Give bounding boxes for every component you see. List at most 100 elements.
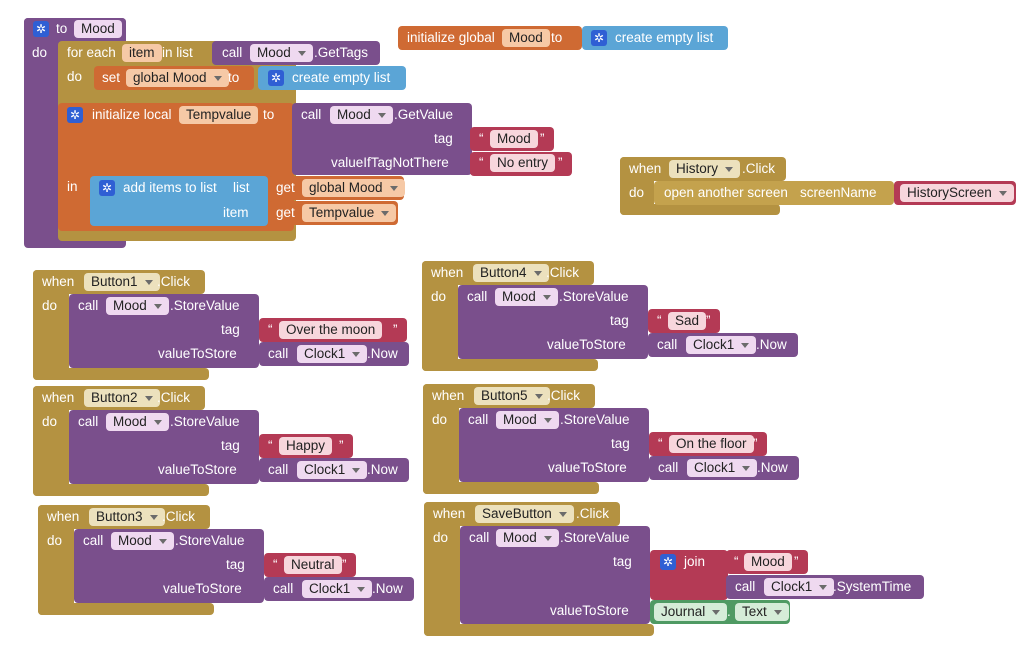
when-keyword: when	[42, 390, 75, 405]
text-value-field[interactable]: Happy	[279, 437, 333, 455]
component-dropdown[interactable]: Journal	[654, 603, 728, 621]
component-dropdown[interactable]: Mood	[250, 44, 313, 62]
property-dropdown[interactable]: Text	[735, 603, 789, 621]
tag-param-label: tag	[221, 438, 240, 453]
clock-dropdown[interactable]: Clock1	[297, 461, 368, 479]
tag-param-label: tag	[434, 131, 453, 146]
add-items-to-list-block[interactable]	[90, 176, 268, 226]
variable-dropdown[interactable]: Tempvalue	[302, 204, 397, 222]
screen-name-dropdown[interactable]: HistoryScreen	[900, 184, 1014, 202]
value-to-store-label: valueToStore	[158, 462, 237, 477]
now-method: .Now	[367, 346, 398, 361]
store-value-method: .StoreValue	[170, 298, 240, 313]
property-dot: .	[727, 604, 731, 619]
button-component-dropdown[interactable]: Button3	[89, 508, 165, 526]
component-dropdown[interactable]: Mood	[111, 532, 174, 550]
to-keyword: to	[228, 70, 240, 85]
value-if-tag-not-there-label: valueIfTagNotThere	[331, 155, 449, 170]
gear-icon[interactable]: ✲	[99, 180, 115, 196]
component-dropdown[interactable]: History	[669, 160, 741, 178]
component-dropdown[interactable]: Mood	[106, 413, 169, 431]
global-variable-dropdown[interactable]: global Mood	[126, 69, 229, 87]
call-keyword: call	[301, 107, 322, 122]
do-keyword: do	[42, 298, 58, 313]
do-keyword: do	[629, 185, 645, 200]
text-value-field[interactable]: Mood	[744, 553, 792, 571]
text-value-field[interactable]: On the floor	[669, 435, 754, 453]
gear-icon[interactable]: ✲	[33, 21, 49, 37]
value-to-store-label: valueToStore	[548, 460, 627, 475]
component-dropdown[interactable]: Mood	[496, 529, 559, 547]
clock-dropdown[interactable]: Clock1	[297, 345, 368, 363]
initialize-global-keyword: initialize global	[407, 30, 495, 45]
button-component-dropdown[interactable]: Button5	[474, 387, 550, 405]
gear-icon[interactable]: ✲	[591, 30, 607, 46]
local-variable-field[interactable]: Tempvalue	[179, 106, 259, 124]
clock-dropdown[interactable]: Clock1	[764, 578, 835, 596]
component-dropdown[interactable]: Mood	[330, 106, 393, 124]
add-items-label: add items to list	[123, 180, 217, 195]
text-value-field[interactable]: Sad	[668, 312, 707, 330]
component-dropdown[interactable]: Mood	[495, 288, 558, 306]
call-keyword: call	[222, 45, 243, 60]
call-keyword: call	[78, 298, 99, 313]
procedure-name-field[interactable]: Mood	[74, 20, 122, 38]
gear-icon[interactable]: ✲	[268, 70, 284, 86]
call-keyword: call	[268, 462, 289, 477]
value-to-store-label: valueToStore	[158, 346, 237, 361]
variable-dropdown[interactable]: global Mood	[302, 179, 405, 197]
when-keyword: when	[431, 265, 464, 280]
to-keyword: to	[263, 107, 275, 122]
call-keyword: call	[657, 337, 678, 352]
gear-icon[interactable]: ✲	[67, 107, 83, 123]
value-to-store-label: valueToStore	[163, 581, 242, 596]
now-method: .Now	[367, 462, 398, 477]
get-value-method: .GetValue	[394, 107, 454, 122]
get-keyword: get	[276, 180, 295, 195]
now-method: .Now	[756, 337, 787, 352]
button-component-dropdown[interactable]: Button4	[473, 264, 549, 282]
text-value-field[interactable]: Mood	[490, 130, 538, 148]
event-name: .Click	[546, 265, 579, 280]
component-dropdown[interactable]: SaveButton	[475, 505, 574, 523]
event-name: .Click	[157, 274, 190, 289]
create-empty-list-label: create empty list	[292, 70, 391, 85]
event-name: .Click	[547, 388, 580, 403]
component-dropdown[interactable]: Mood	[106, 297, 169, 315]
when-keyword: when	[47, 509, 80, 524]
global-variable-field[interactable]: Mood	[502, 29, 550, 47]
open-another-screen-label: open another screen	[664, 185, 788, 200]
do-keyword: do	[32, 45, 48, 60]
clock-dropdown[interactable]: Clock1	[302, 580, 373, 598]
now-method: .Now	[757, 460, 788, 475]
store-value-method: .StoreValue	[170, 414, 240, 429]
tag-param-label: tag	[226, 557, 245, 572]
to-keyword: to	[551, 30, 563, 45]
gear-icon[interactable]: ✲	[660, 554, 676, 570]
call-keyword: call	[468, 412, 489, 427]
join-keyword: join	[684, 554, 706, 569]
loop-variable-field[interactable]: item	[122, 44, 162, 62]
do-keyword: do	[47, 533, 63, 548]
call-keyword: call	[83, 533, 104, 548]
system-time-method: .SystemTime	[833, 579, 912, 594]
text-value-field[interactable]: Neutral	[284, 556, 342, 574]
call-keyword: call	[658, 460, 679, 475]
event-name: .Click	[157, 390, 190, 405]
value-to-store-label: valueToStore	[550, 603, 629, 618]
clock-dropdown[interactable]: Clock1	[686, 336, 757, 354]
when-keyword: when	[629, 161, 662, 176]
clock-dropdown[interactable]: Clock1	[687, 459, 758, 477]
set-keyword: set	[102, 70, 121, 85]
in-keyword: in	[67, 179, 78, 194]
text-value-field[interactable]: No entry	[490, 154, 556, 172]
now-method: .Now	[372, 581, 403, 596]
component-dropdown[interactable]: Mood	[496, 411, 559, 429]
text-value-field[interactable]: Over the moon	[279, 321, 383, 339]
button-component-dropdown[interactable]: Button2	[84, 389, 160, 407]
do-keyword: do	[431, 289, 447, 304]
open-another-screen-block[interactable]	[654, 181, 894, 205]
button-component-dropdown[interactable]: Button1	[84, 273, 160, 291]
tag-param-label: tag	[610, 313, 629, 328]
when-keyword: when	[42, 274, 75, 289]
